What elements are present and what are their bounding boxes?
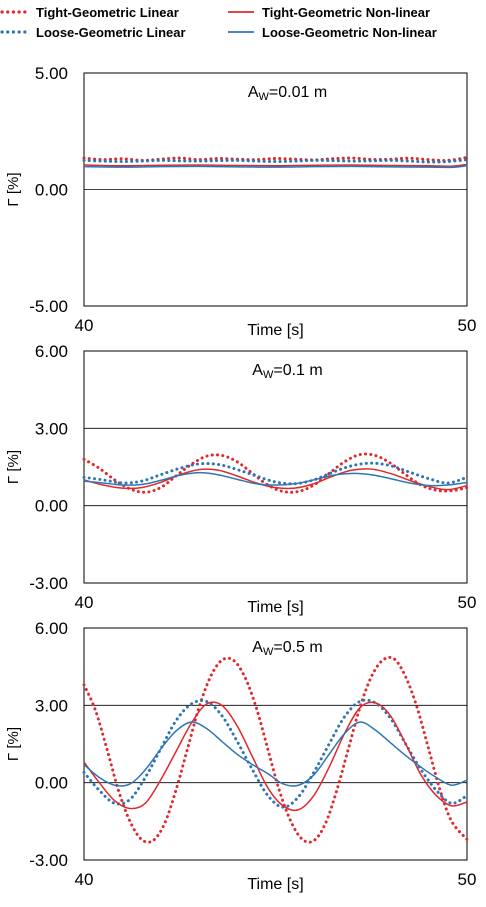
x-tick-label: 40 [75,870,94,889]
y-axis-label: Γ [%] [5,172,22,206]
y-tick-label: 0.00 [35,497,68,516]
x-axis-label: Time [s] [247,322,303,339]
annotation-main: A [252,362,263,379]
series-line [82,452,469,494]
legend-item: Loose-Geometric Linear [0,22,186,42]
legend-swatch [0,30,30,34]
annotation-rest: =0.01 m [269,84,327,101]
y-axis-label: Γ [%] [5,450,22,484]
y-tick-label: -3.00 [29,851,68,870]
y-tick-label: 5.00 [35,64,68,83]
legend-label: Loose-Geometric Linear [36,24,186,40]
annotation-main: A [248,84,259,101]
annotation-sub: W [259,91,270,103]
series-line [83,164,468,169]
legend-item: Tight-Geometric Linear [0,2,179,22]
legend-item: Loose-Geometric Non-linear [226,22,437,42]
y-tick-label: 3.00 [35,419,68,438]
amplitude-annotation: AW=0.01 m [248,84,327,103]
series-line [83,468,468,491]
series-line [82,461,469,486]
amplitude-annotation: AW=0.5 m [252,639,322,658]
x-axis-label: Time [s] [247,599,303,616]
x-tick-label: 50 [458,870,477,889]
series-line [83,721,468,787]
plot-frame [83,627,468,861]
y-tick-label: 6.00 [35,619,68,638]
x-tick-label: 40 [75,593,94,612]
x-axis-label: Time [s] [247,876,303,893]
legend-swatch [0,10,30,14]
y-tick-label: 0.00 [35,181,68,200]
annotation-sub: W [263,369,274,381]
legend: Tight-Geometric Linear Tight-Geometric No… [0,0,486,44]
x-tick-label: 50 [458,316,477,335]
legend-label: Tight-Geometric Non-linear [262,4,431,20]
legend-label: Loose-Geometric Non-linear [262,24,437,40]
legend-swatch [228,31,254,33]
series-line [83,163,468,168]
y-tick-label: 6.00 [35,342,68,361]
amplitude-annotation: AW=0.1 m [252,362,322,381]
legend-item: Tight-Geometric Non-linear [226,2,430,22]
plot-frame [83,350,468,584]
annotation-sub: W [263,646,274,658]
y-axis-label: Γ [%] [5,727,22,761]
annotation-rest: =0.5 m [273,639,322,656]
legend-label: Tight-Geometric Linear [36,4,179,20]
y-tick-label: 0.00 [35,774,68,793]
series-line [82,698,469,809]
series-line [83,701,468,812]
annotation-main: A [252,639,263,656]
x-tick-label: 40 [75,316,94,335]
series-line [82,158,469,164]
annotation-rest: =0.1 m [273,362,322,379]
series-line [83,471,468,487]
y-tick-label: 3.00 [35,696,68,715]
y-tick-label: -5.00 [29,297,68,316]
series-line [82,655,469,844]
y-tick-label: -3.00 [29,574,68,593]
x-tick-label: 50 [458,593,477,612]
legend-swatch [228,11,254,13]
